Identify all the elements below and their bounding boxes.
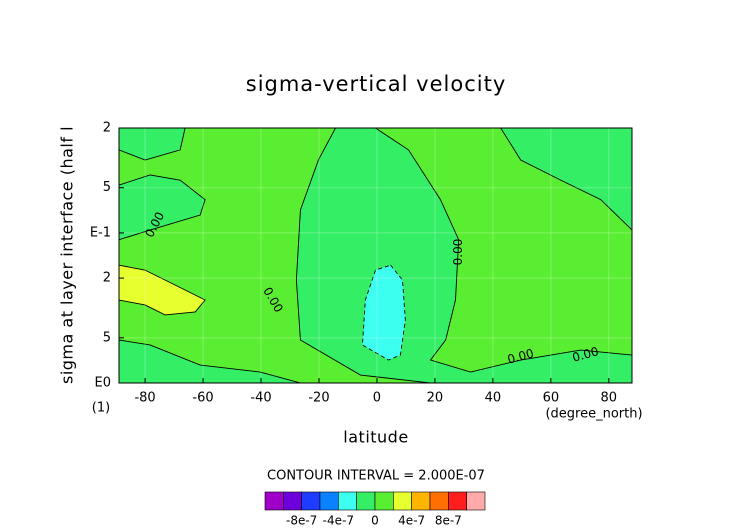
colorbar-box [429,491,449,511]
y-axis-label: sigma at layer interface (half l [58,126,77,384]
contour-label: 0.00 [506,346,535,366]
contour-region [119,174,206,241]
colorbar-box [448,491,467,511]
colorbar-box [338,491,357,511]
colorbar-label: -8e-7 [286,514,317,528]
contour-region [361,264,406,361]
colorbar-box [301,491,321,511]
plot-frame [118,127,633,384]
colorbar-box [374,491,394,511]
colorbar-box [466,491,486,511]
x-tick-label: 80 [601,391,618,406]
y-tick-label: E-1 [90,225,111,240]
y-tick-label: 2 [103,271,111,286]
colorbar-label: 0 [371,514,379,528]
x-unit: (degree_north) [545,407,642,422]
colorbar-box [264,491,284,511]
colorbar-label: 8e-7 [435,514,462,528]
y-tick-label: E0 [95,376,112,391]
x-tick-label: -80 [134,391,155,406]
contour-label: 0.00 [451,239,465,266]
x-tick-label: -40 [250,391,271,406]
contour-region [119,128,186,161]
colorbar-label: 4e-7 [398,514,425,528]
contour-region [500,128,632,231]
x-tick-label: 60 [543,391,560,406]
chart-title: sigma-vertical velocity [246,72,507,96]
colorbar-box [319,491,339,511]
colorbar-box [393,491,412,511]
x-axis-label: latitude [343,428,408,447]
y-tick-label: 5 [103,180,111,195]
contour-region [119,339,301,383]
y-tick-label: 5 [103,330,111,345]
x-tick-label: 40 [485,391,502,406]
contour-interval: CONTOUR INTERVAL = 2.000E-07 [267,469,485,484]
colorbar-box [283,491,302,511]
y-tick-label: 2 [103,121,111,136]
contour-label: 0.00 [571,344,600,364]
x-tick-label: -20 [308,391,329,406]
x-tick-label: -60 [192,391,213,406]
colorbar-label: -4e-7 [323,514,354,528]
y-unit: (1) [92,401,110,416]
contour-region [119,264,206,316]
x-tick-label: 20 [427,391,444,406]
x-tick-label: 0 [373,391,381,406]
colorbar-box [411,491,431,511]
regions: 0.000.000.000.00 0.00 [119,128,632,383]
colorbar-box [356,491,376,511]
